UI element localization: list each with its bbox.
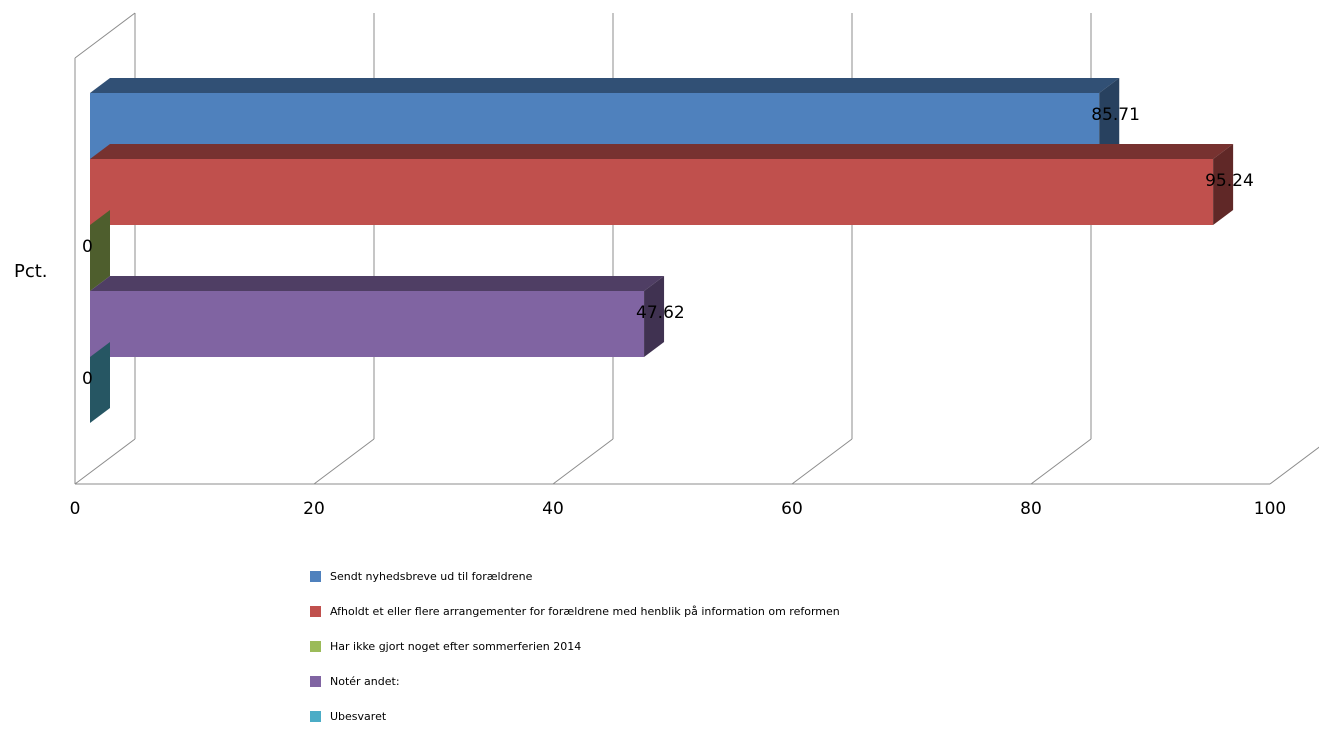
legend-label: Notér andet: <box>330 675 400 688</box>
bars <box>90 78 1234 423</box>
data-label: 0 <box>82 237 93 257</box>
bar-side-face <box>1213 144 1234 225</box>
legend-item: Ubesvaret <box>310 710 840 723</box>
legend: Sendt nyhedsbreve ud til forældrene Afhol… <box>310 570 840 745</box>
x-tick-label: 100 <box>1254 499 1286 519</box>
bar-top-face <box>90 78 1120 93</box>
x-tick-label: 80 <box>1020 499 1042 519</box>
gridline-floor <box>74 438 136 485</box>
bar-side-face <box>1099 78 1120 159</box>
x-tick-label: 40 <box>542 499 564 519</box>
legend-swatch <box>310 711 321 722</box>
legend-swatch <box>310 641 321 652</box>
bar <box>90 210 110 291</box>
left-wall-top-edge <box>74 12 136 59</box>
gridline-floor <box>552 438 614 485</box>
data-labels: 85.71 95.24 0 47.62 0 <box>82 105 1254 389</box>
y-axis-title: Pct. <box>14 261 48 282</box>
x-tick-label: 0 <box>70 499 81 519</box>
gridline-floor <box>313 438 375 485</box>
legend-item: Afholdt et eller flere arrangementer for… <box>310 605 840 618</box>
legend-label: Sendt nyhedsbreve ud til forældrene <box>330 570 533 583</box>
bar-top-face <box>90 144 1234 159</box>
bar <box>90 276 665 357</box>
gridline-floor <box>1030 438 1092 485</box>
legend-swatch <box>310 571 321 582</box>
legend-swatch <box>310 676 321 687</box>
legend-label: Afholdt et eller flere arrangementer for… <box>330 605 840 618</box>
legend-label: Har ikke gjort noget efter sommerferien … <box>330 640 582 653</box>
legend-item: Notér andet: <box>310 675 840 688</box>
legend-item: Sendt nyhedsbreve ud til forældrene <box>310 570 840 583</box>
data-label: 47.62 <box>636 303 685 323</box>
bar-side-face <box>90 210 110 291</box>
data-label: 95.24 <box>1205 171 1254 191</box>
gridline-floor <box>1269 446 1319 485</box>
bar-side-face <box>90 342 110 423</box>
legend-label: Ubesvaret <box>330 710 387 723</box>
x-tick-label: 20 <box>303 499 325 519</box>
x-axis-ticks: 0 20 40 60 80 100 <box>70 499 1287 519</box>
data-label: 85.71 <box>1091 105 1140 125</box>
bar-front-face <box>90 291 645 357</box>
bar-front-face <box>90 159 1214 225</box>
bar-chart: 85.71 95.24 0 47.62 0 0 20 40 60 80 100 Pct. <box>14 12 1319 519</box>
legend-swatch <box>310 606 321 617</box>
bar-side-face <box>644 276 665 357</box>
legend-item: Har ikke gjort noget efter sommerferien … <box>310 640 840 653</box>
gridline-floor <box>791 438 853 485</box>
x-tick-label: 60 <box>781 499 803 519</box>
data-label: 0 <box>82 369 93 389</box>
bar-top-face <box>90 276 665 291</box>
bar <box>90 342 110 423</box>
bar <box>90 144 1234 225</box>
